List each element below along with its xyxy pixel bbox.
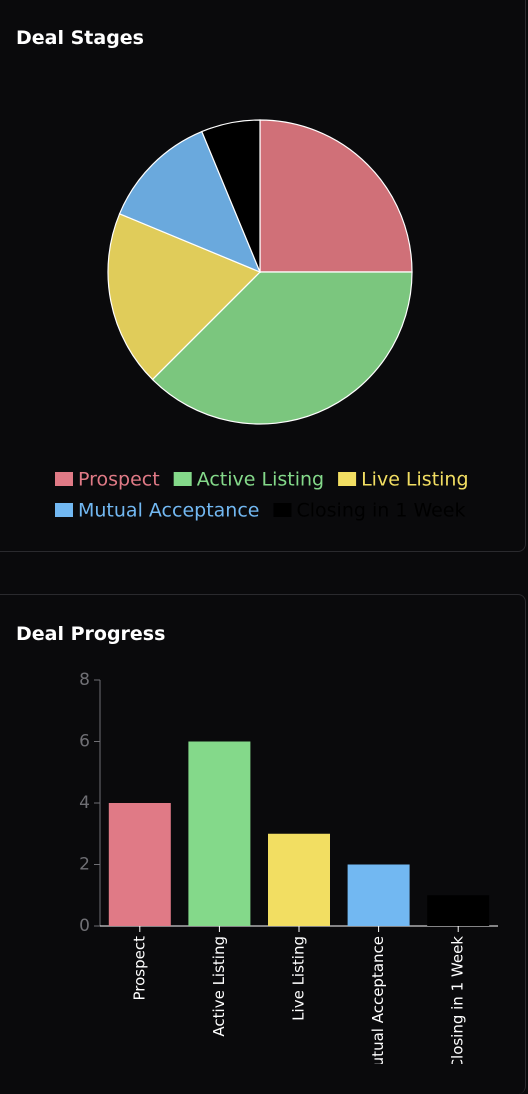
- y-tick-label: 6: [79, 732, 90, 752]
- y-tick-label: 4: [79, 793, 90, 813]
- y-tick-label: 8: [79, 670, 90, 690]
- y-tick-label: 2: [79, 855, 90, 875]
- x-category-label-live-listing: Live Listing: [290, 936, 308, 1021]
- bar-live-listing[interactable]: [268, 834, 330, 926]
- x-category-label-closing-in-1-week: Closing in 1 Week: [449, 936, 467, 1070]
- bar-mutual-acceptance[interactable]: [348, 865, 410, 927]
- bar-active-listing[interactable]: [188, 742, 250, 927]
- bar-closing-in-1-week[interactable]: [427, 895, 489, 926]
- x-category-label-mutual-acceptance: Mutual Acceptance: [369, 936, 387, 1079]
- x-category-label-prospect: Prospect: [130, 936, 148, 1001]
- bar-prospect[interactable]: [109, 803, 171, 926]
- x-category-label-active-listing: Active Listing: [210, 936, 228, 1037]
- y-tick-label: 0: [79, 916, 90, 936]
